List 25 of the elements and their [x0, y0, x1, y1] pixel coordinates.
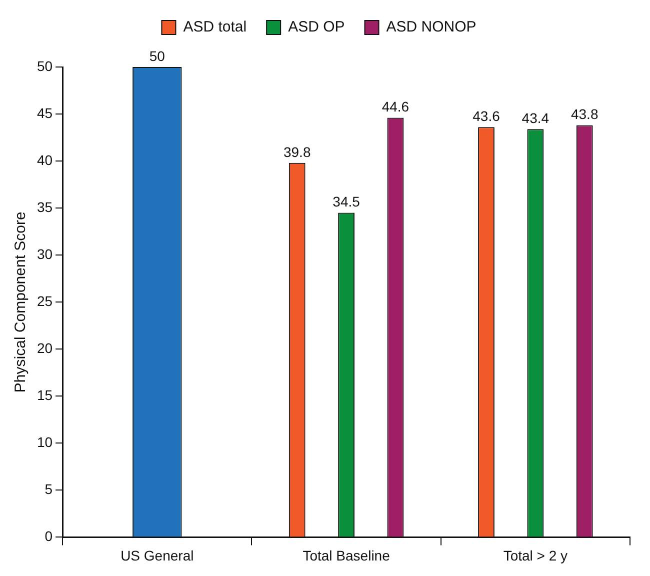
y-tick-label: 40 [36, 152, 53, 168]
data-label: 50 [149, 48, 166, 64]
y-tick-label: 5 [44, 481, 53, 498]
x-tick-label: US General [120, 547, 194, 564]
data-label: 43.6 [472, 108, 500, 124]
y-tick-label: 50 [36, 58, 53, 74]
x-tick-label: Total Baseline [302, 547, 390, 564]
y-axis-title: Physical Component Score [12, 212, 30, 393]
y-tick-label: 25 [36, 292, 53, 309]
data-label: 43.4 [522, 110, 550, 126]
legend-label: ASD NONOP [386, 18, 476, 36]
y-tick-label: 20 [36, 340, 53, 356]
legend-label: ASD total [183, 18, 247, 36]
y-tick-label: 0 [44, 528, 53, 544]
legend-label: ASD OP [288, 18, 345, 36]
data-label: 39.8 [283, 144, 311, 160]
data-label: 44.6 [382, 98, 410, 115]
y-tick-label: 45 [36, 104, 53, 121]
y-tick-label: 10 [36, 434, 53, 450]
x-tick-label: Total > 2 y [503, 547, 568, 564]
data-label: 34.5 [332, 194, 360, 210]
y-tick-label: 35 [36, 198, 53, 215]
y-tick-label: 30 [36, 246, 53, 262]
y-tick-label: 15 [36, 387, 53, 403]
data-label: 43.8 [570, 106, 598, 122]
